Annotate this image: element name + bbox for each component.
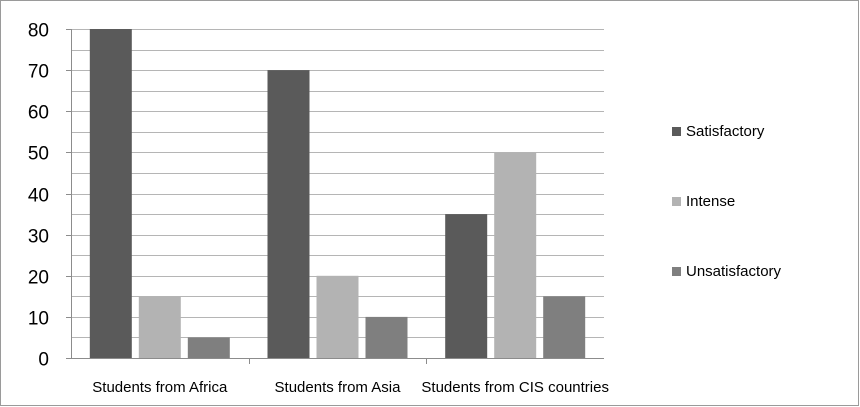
y-tick-label: 20 (28, 268, 49, 289)
y-tick-label: 80 (28, 21, 49, 42)
bar-intense-1 (138, 296, 181, 358)
bar-unsatisfactory-2 (365, 316, 408, 358)
bar-satisfactory-1 (89, 29, 132, 358)
y-tick-label: 40 (28, 186, 49, 207)
gridlines (71, 29, 604, 338)
y-tick-label: 70 (28, 62, 49, 83)
y-axis: 0 10 20 30 40 50 60 70 80 (28, 21, 72, 371)
legend-swatch-unsatisfactory (672, 267, 681, 276)
y-tick-label: 0 (38, 350, 49, 371)
bar-unsatisfactory-3 (543, 296, 586, 358)
y-tick-label: 10 (28, 309, 49, 330)
x-category-label: Students from Africa (92, 379, 228, 396)
legend-label-intense: Intense (686, 193, 735, 210)
legend: Satisfactory Intense Unsatisfactory (672, 123, 782, 280)
bar-intense-2 (316, 275, 359, 359)
legend-swatch-satisfactory (672, 127, 681, 136)
x-category-label: Students from Asia (275, 379, 402, 396)
legend-label-satisfactory: Satisfactory (686, 123, 765, 140)
bar-satisfactory-2 (267, 70, 310, 358)
legend-swatch-intense (672, 197, 681, 206)
x-category-label: Students from CIS countries (421, 379, 609, 396)
x-axis: Students from Africa Students from Asia St… (66, 358, 609, 396)
y-tick-label: 60 (28, 103, 49, 124)
legend-label-unsatisfactory: Unsatisfactory (686, 263, 782, 280)
y-tick-label: 50 (28, 144, 49, 165)
bars (89, 29, 586, 359)
bar-intense-3 (494, 152, 537, 358)
y-tick-label: 30 (28, 227, 49, 248)
bar-unsatisfactory-1 (187, 337, 230, 358)
bar-satisfactory-3 (445, 214, 488, 358)
